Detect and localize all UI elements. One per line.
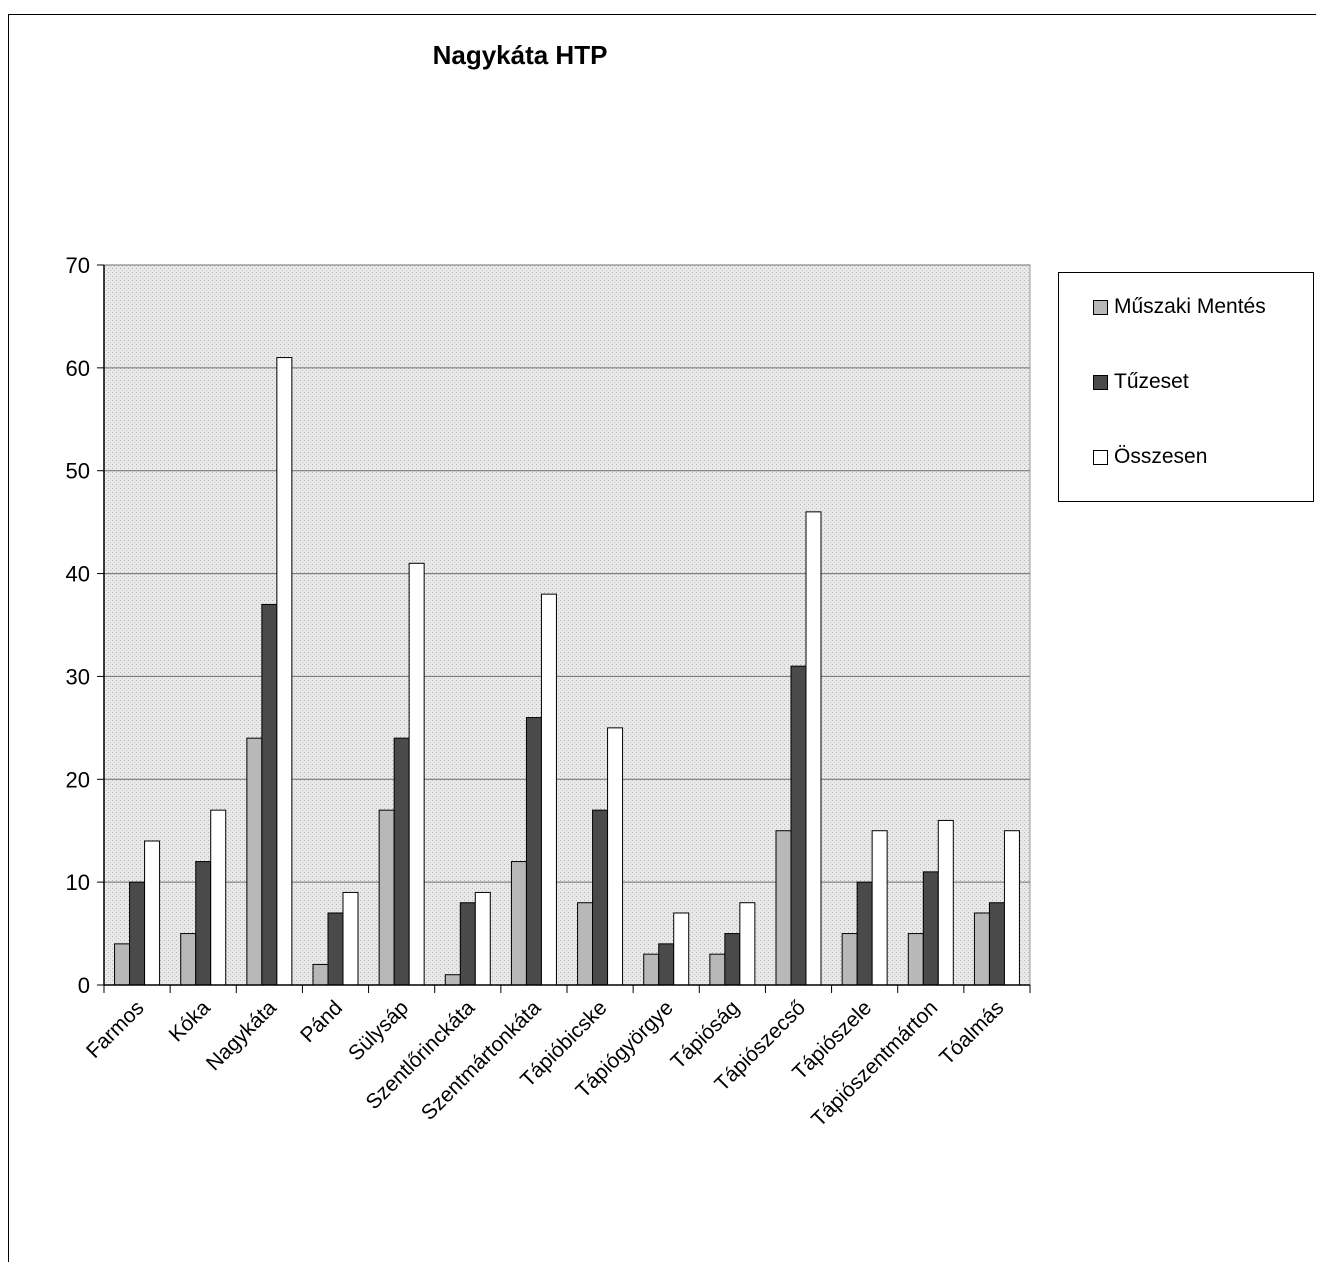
bar-m-szaki-ment-s [841, 933, 858, 986]
bar--sszesen [1003, 830, 1020, 986]
legend-swatch [1093, 299, 1108, 315]
bar--sszesen [673, 912, 690, 986]
bar-m-szaki-ment-s [709, 953, 726, 986]
plot-area [103, 264, 1031, 986]
x-tick-label: Kóka [165, 996, 215, 1046]
x-tick-label: Tápiószentmárton [807, 996, 942, 1131]
bar-m-szaki-ment-s [114, 943, 131, 986]
bar-t-zeset [525, 717, 542, 986]
legend-item: Tűzeset [1093, 370, 1189, 394]
bar--sszesen [540, 593, 557, 986]
bar-t-zeset [129, 881, 146, 986]
bar-t-zeset [658, 943, 675, 986]
bar-m-szaki-ment-s [510, 861, 527, 986]
bar--sszesen [144, 840, 161, 986]
y-tick-label: 40 [66, 562, 90, 587]
y-tick-label: 30 [66, 664, 90, 689]
bar-t-zeset [195, 861, 212, 986]
bar-t-zeset [856, 881, 873, 986]
bar-m-szaki-ment-s [643, 953, 660, 986]
bar-m-szaki-ment-s [246, 737, 263, 986]
legend-swatch [1093, 449, 1108, 465]
x-tick-label: Nagykáta [202, 996, 281, 1075]
bar-m-szaki-ment-s [444, 974, 461, 986]
x-tick-label: Pánd [296, 996, 347, 1047]
legend-label: Összesen [1114, 445, 1208, 468]
bar-m-szaki-ment-s [312, 963, 329, 986]
x-tick-label: Tóalmás [935, 996, 1008, 1069]
bar-m-szaki-ment-s [973, 912, 990, 986]
legend-item: Műszaki Mentés [1093, 295, 1266, 319]
legend-label: Műszaki Mentés [1114, 295, 1266, 318]
y-tick-label: 50 [66, 459, 90, 484]
bar--sszesen [871, 830, 888, 986]
legend: Műszaki Mentés Tűzeset Összesen [1058, 272, 1314, 502]
y-tick-label: 60 [66, 356, 90, 381]
bar-t-zeset [988, 902, 1005, 986]
x-tick-label: Szentmártonkáta [417, 996, 546, 1125]
bar--sszesen [607, 727, 624, 986]
bar--sszesen [937, 819, 954, 986]
y-tick-label: 70 [66, 253, 90, 278]
bar-t-zeset [459, 902, 476, 986]
bar--sszesen [342, 891, 359, 986]
bar-t-zeset [790, 665, 807, 986]
bars [114, 357, 1020, 986]
bar-t-zeset [327, 912, 344, 986]
bar-m-szaki-ment-s [378, 809, 395, 986]
chart-title: Nagykáta HTP [432, 40, 608, 70]
bar-t-zeset [922, 871, 939, 986]
bar-t-zeset [393, 737, 410, 986]
bar--sszesen [210, 809, 227, 986]
legend-label: Tűzeset [1114, 370, 1189, 393]
bar--sszesen [276, 357, 293, 986]
bar-m-szaki-ment-s [775, 830, 792, 986]
x-tick-label: Farmos [82, 996, 149, 1063]
bar-t-zeset [592, 809, 609, 986]
y-tick-label: 0 [78, 973, 90, 998]
chart-frame [8, 14, 1316, 1262]
bar-m-szaki-ment-s [180, 933, 197, 986]
y-tick-label: 20 [66, 767, 90, 792]
bar-m-szaki-ment-s [907, 933, 924, 986]
bar--sszesen [739, 902, 756, 986]
x-tick-label: Sülysáp [344, 996, 413, 1065]
bar-m-szaki-ment-s [577, 902, 594, 986]
y-tick-label: 10 [66, 870, 90, 895]
bar--sszesen [474, 891, 491, 986]
legend-item: Összesen [1093, 445, 1207, 469]
bar-t-zeset [724, 933, 741, 986]
legend-swatch [1093, 374, 1108, 390]
bar--sszesen [408, 562, 425, 986]
bar-t-zeset [261, 603, 278, 986]
bar--sszesen [805, 511, 822, 986]
